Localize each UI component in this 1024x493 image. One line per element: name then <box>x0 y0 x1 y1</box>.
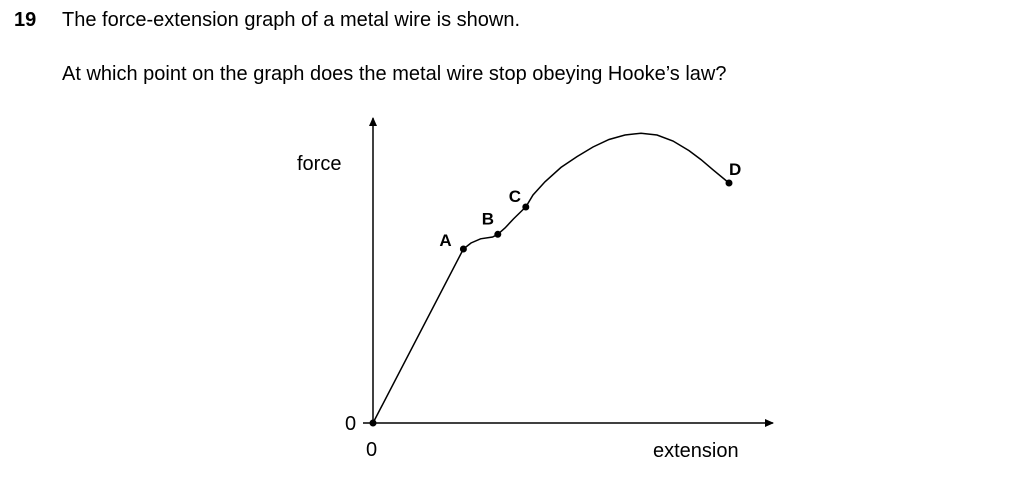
x-origin-label: 0 <box>366 439 377 461</box>
point-c <box>522 203 530 211</box>
question-prompt: At which point on the graph does the met… <box>62 63 727 85</box>
x-axis-label: extension <box>653 440 739 462</box>
point-a <box>459 245 467 253</box>
origin-point <box>369 419 377 427</box>
point-d <box>725 179 733 187</box>
force-extension-curve <box>372 132 730 424</box>
question-number: 19 <box>14 9 37 31</box>
point-b <box>494 230 502 238</box>
y-axis-label: force <box>297 153 341 175</box>
point-label-d: D <box>729 160 741 179</box>
y-origin-label: 0 <box>345 413 356 435</box>
point-label-b: B <box>482 209 494 228</box>
question-stem: The force-extension graph of a metal wir… <box>62 9 520 31</box>
point-label-c: C <box>509 187 521 206</box>
point-label-a: A <box>439 231 451 250</box>
